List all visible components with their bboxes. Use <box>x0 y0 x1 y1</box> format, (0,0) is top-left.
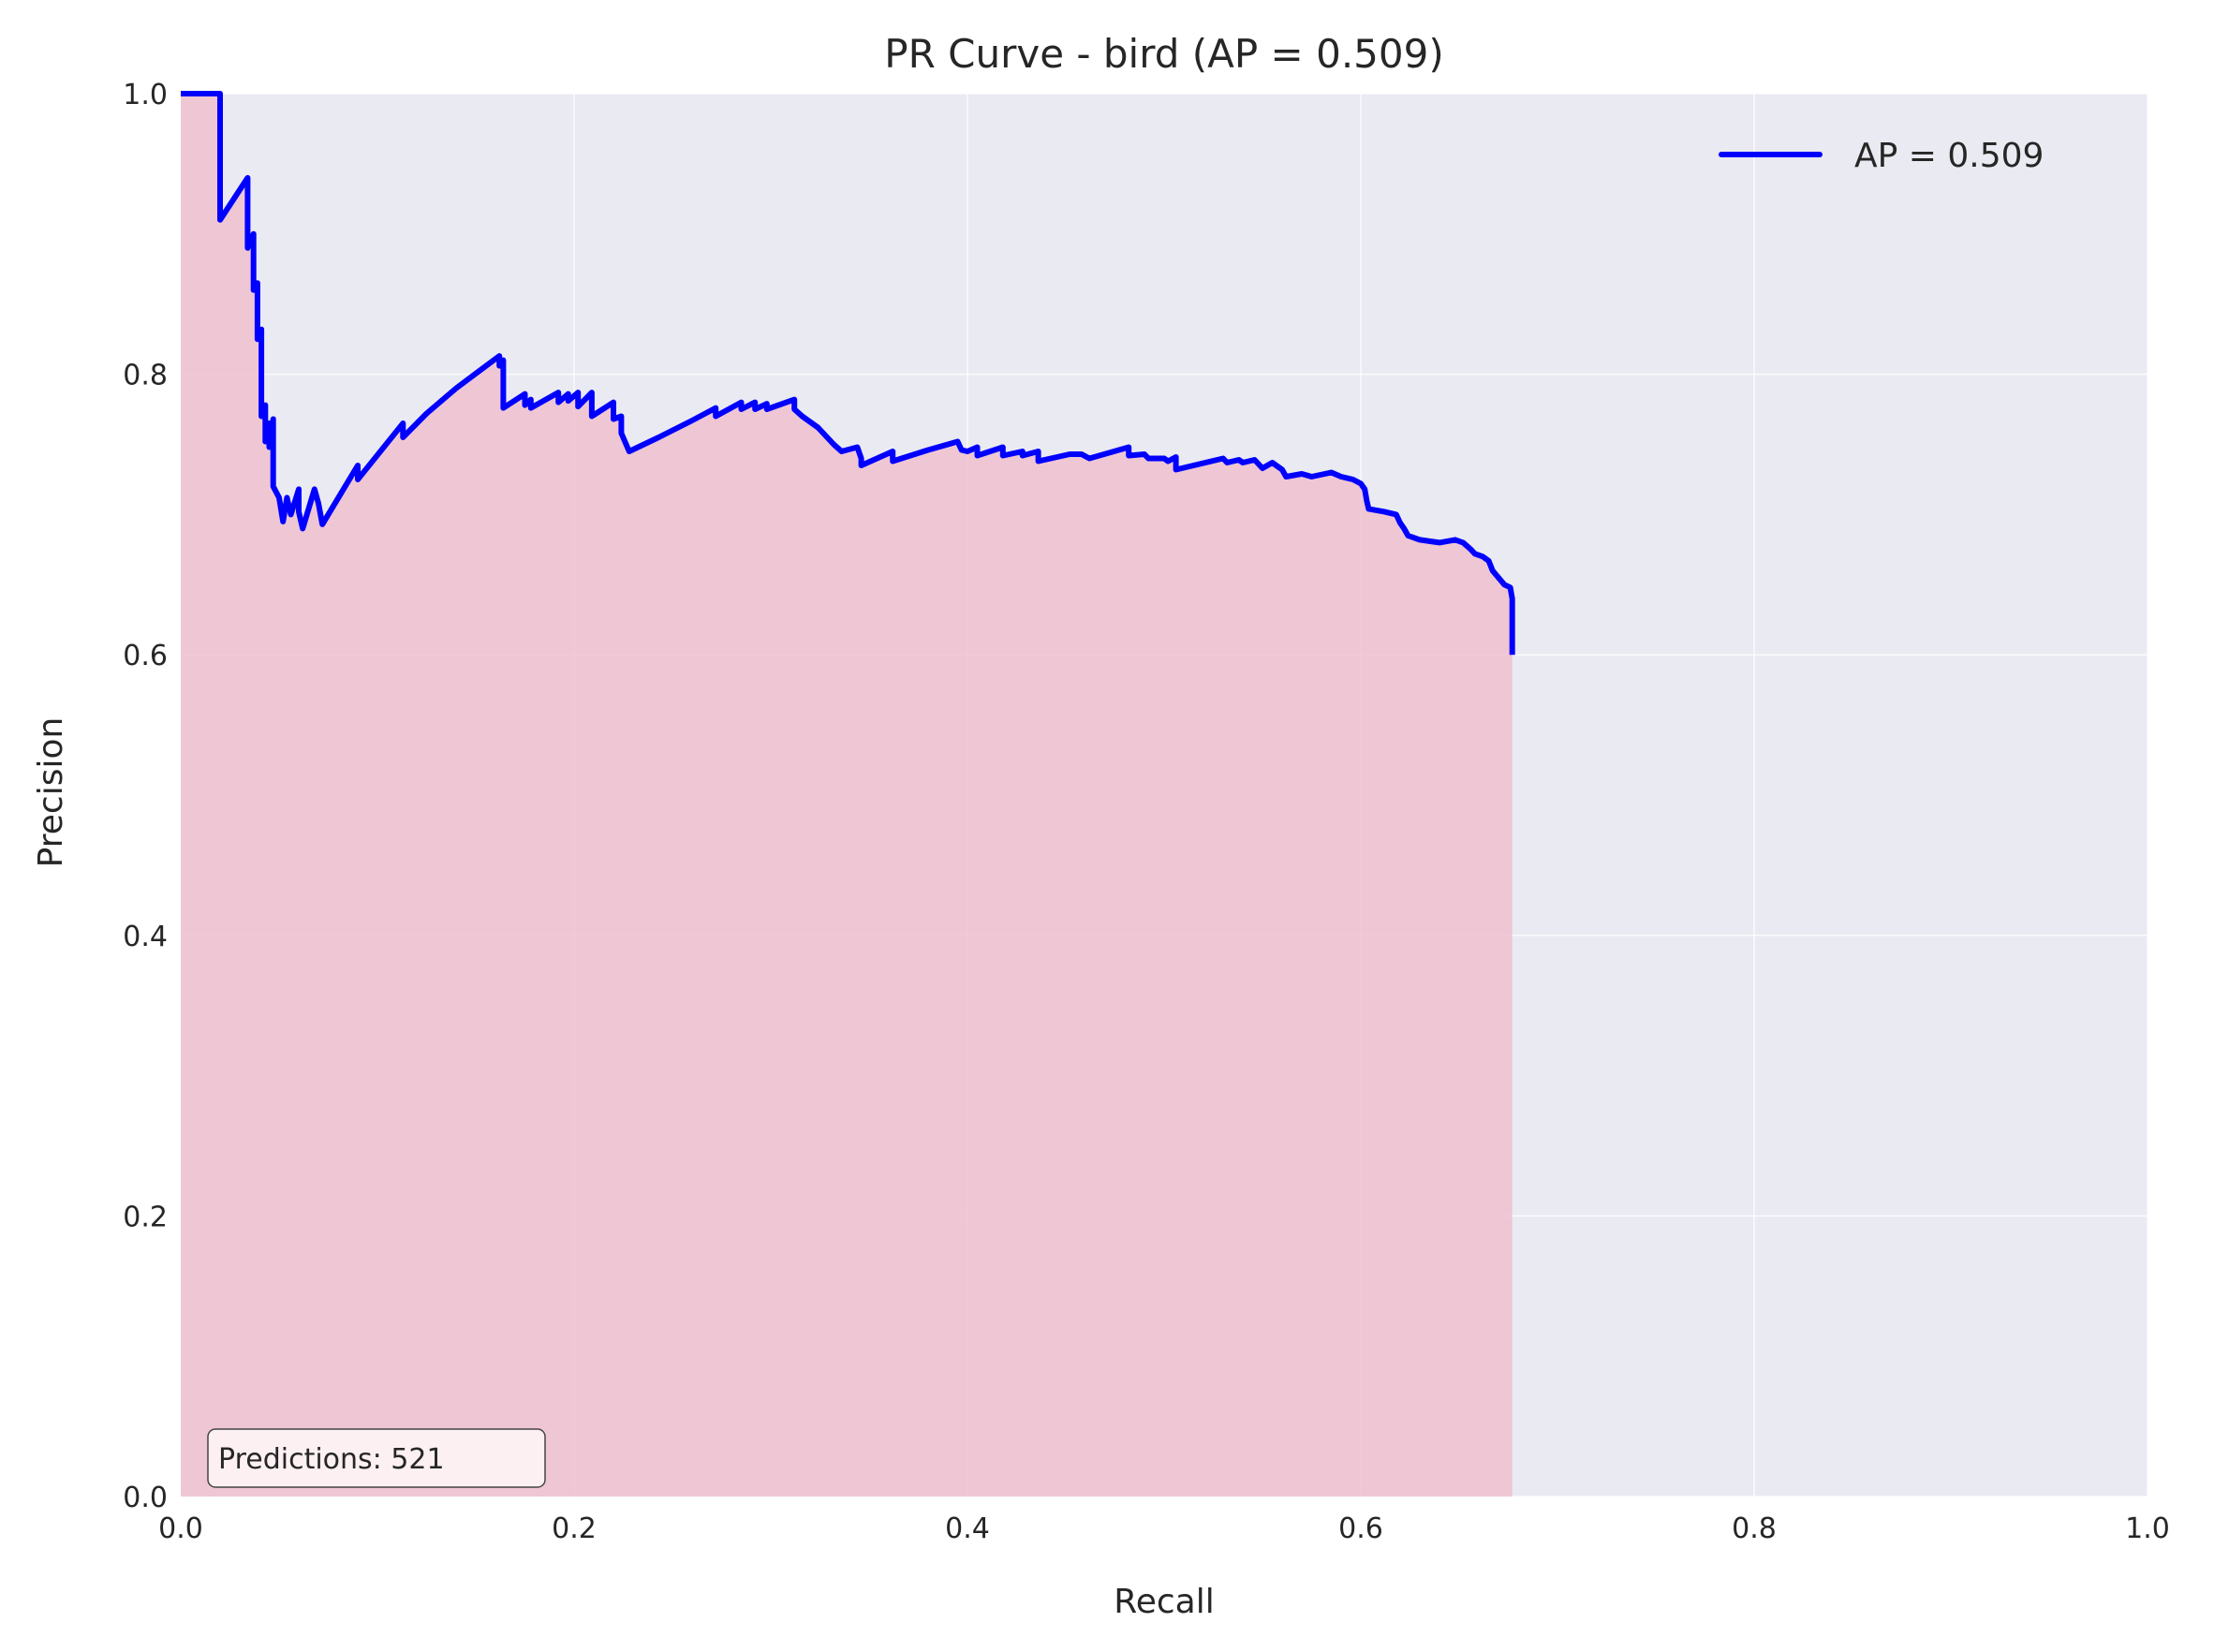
y-tick-label: 0.6 <box>123 640 168 672</box>
x-axis-label: Recall <box>1114 1583 1214 1621</box>
y-axis-label: Precision <box>32 717 70 868</box>
annotation-box <box>207 1428 546 1488</box>
x-tick-label: 0.6 <box>1338 1512 1383 1545</box>
pr-curve-line <box>181 91 1515 656</box>
y-tick-label: 0.8 <box>123 360 168 392</box>
x-tick-label: 0.0 <box>158 1512 203 1545</box>
annotation-text: Predictions: 521 <box>218 1443 445 1476</box>
legend: AP = 0.509 <box>1719 137 2044 175</box>
y-tick-label: 0.0 <box>123 1482 168 1514</box>
area-under-curve <box>181 94 1513 1497</box>
predictions-annotation: Predictions: 521 <box>207 1428 546 1488</box>
x-axis-ticks: 0.0 0.2 0.4 0.6 0.8 1.0 <box>158 1512 2170 1545</box>
y-tick-label: 0.4 <box>123 921 168 953</box>
y-axis-ticks: 0.0 0.2 0.4 0.6 0.8 1.0 <box>123 79 168 1514</box>
x-tick-label: 0.8 <box>1732 1512 1777 1545</box>
legend-label: AP = 0.509 <box>1854 137 2044 175</box>
y-tick-label: 1.0 <box>123 79 168 111</box>
chart-title: PR Curve - bird (AP = 0.509) <box>884 31 1443 77</box>
x-tick-label: 1.0 <box>2125 1512 2170 1545</box>
y-tick-label: 0.2 <box>123 1201 168 1233</box>
x-tick-label: 0.2 <box>552 1512 597 1545</box>
x-tick-label: 0.4 <box>945 1512 990 1545</box>
